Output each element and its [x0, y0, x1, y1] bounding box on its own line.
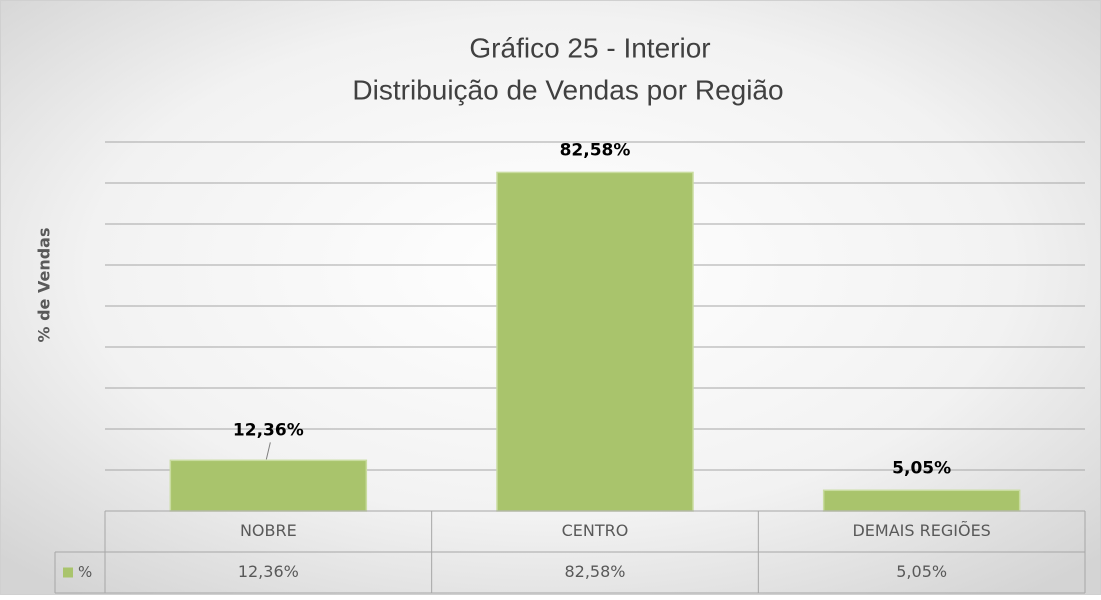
legend-key: [63, 567, 73, 578]
data-label: 12,36%: [233, 420, 304, 440]
table-value: 82,58%: [564, 562, 625, 581]
chart-title: Distribuição de Vendas por Região: [352, 74, 783, 105]
data-label: 82,58%: [560, 140, 631, 160]
table-value: 12,36%: [238, 562, 299, 581]
data-label: 5,05%: [892, 458, 951, 478]
x-tick-label: DEMAIS REGIÕES: [852, 521, 990, 540]
y-axis-label: % de Vendas: [35, 228, 54, 343]
legend-label: %: [78, 563, 92, 581]
bar: [822, 489, 1021, 512]
x-tick-label: NOBRE: [240, 521, 297, 540]
bar: [169, 459, 368, 512]
x-tick-label: CENTRO: [562, 521, 629, 540]
chart-title: Gráfico 25 - Interior: [469, 32, 710, 63]
leader-line: [265, 442, 271, 460]
bar: [496, 171, 694, 512]
table-value: 5,05%: [896, 562, 947, 581]
